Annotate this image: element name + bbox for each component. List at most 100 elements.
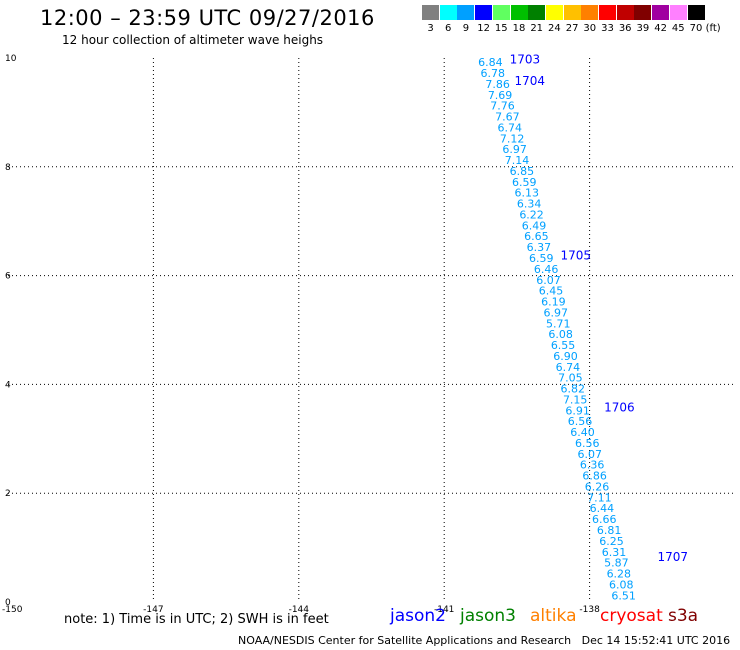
footer-note: note: 1) Time is in UTC; 2) SWH is in fe… [64, 612, 329, 627]
color-scale-swatch [634, 5, 653, 20]
data-point-label: 7.76 [490, 100, 515, 113]
data-point-label: 6.90 [553, 350, 578, 363]
data-point-label: 7.14 [505, 154, 530, 167]
data-point-label: 6.55 [551, 339, 576, 352]
color-scale-swatch [528, 5, 547, 20]
color-scale-swatch [652, 5, 671, 20]
data-point-label: 6.28 [607, 568, 632, 581]
color-scale-swatch [439, 5, 458, 20]
data-point-label: 6.49 [522, 219, 547, 232]
color-scale-label: 6 [445, 23, 452, 34]
data-point-label: 6.97 [502, 143, 527, 156]
time-label: 1703 [510, 52, 541, 66]
x-tick-label: -138 [579, 605, 600, 615]
data-point-label: 6.25 [599, 535, 624, 548]
color-scale-label: 9 [462, 23, 470, 34]
data-point-label: 6.13 [514, 187, 539, 200]
data-point-label: 7.11 [587, 491, 612, 504]
data-point-label: 7.69 [488, 89, 513, 102]
x-tick-label: -141 [434, 605, 454, 615]
data-point-label: 5.71 [546, 317, 571, 330]
color-scale-label: 24 [548, 23, 561, 34]
data-point-label: 6.40 [570, 426, 595, 439]
color-scale-swatch [492, 5, 511, 20]
data-point-label: 6.44 [590, 502, 615, 515]
color-scale-label: 18 [512, 23, 526, 34]
data-point-label: 6.59 [529, 252, 554, 265]
x-tick-label: -147 [143, 605, 163, 615]
color-scale-label: 30 [583, 23, 597, 34]
color-scale-label: 21 [530, 23, 544, 34]
y-tick-label: 6 [5, 272, 11, 282]
y-tick-label: 8 [5, 163, 11, 173]
data-point-label: 6.66 [592, 513, 617, 526]
data-point-label: 6.51 [611, 589, 636, 602]
color-scale-swatch [581, 5, 600, 20]
data-point-label: 6.07 [577, 448, 602, 461]
color-scale-label: 39 [636, 23, 650, 34]
x-tick-label: -150 [2, 605, 23, 615]
color-scale-label: 27 [565, 23, 579, 34]
color-scale-label: 70 [689, 23, 703, 34]
data-point-label: 6.07 [536, 274, 561, 287]
data-point-label: 6.19 [541, 296, 566, 309]
time-label: 1706 [604, 401, 635, 415]
data-point-label: 6.34 [517, 198, 542, 211]
satellite-jason3: jason3 [460, 606, 516, 626]
color-scale-swatch [563, 5, 582, 20]
color-scale-label: 33 [601, 23, 614, 34]
data-point-label: 6.08 [548, 328, 573, 341]
data-point-label: 6.82 [561, 383, 586, 396]
color-scale-label: 12 [477, 23, 490, 34]
data-point-label: 6.08 [609, 578, 634, 591]
color-scale-swatch [616, 5, 635, 20]
data-point-label: 7.86 [485, 78, 510, 91]
data-point-label: 7.12 [500, 132, 524, 145]
color-scale-label: 3 [427, 23, 434, 34]
data-point-label: 6.37 [527, 241, 552, 254]
chart-title: 12:00 – 23:59 UTC 09/27/2016 [40, 6, 375, 30]
color-scale-unit: (ft) [705, 23, 721, 34]
y-tick-label: 10 [5, 54, 17, 64]
data-point-label: 6.74 [556, 361, 581, 374]
time-label: 1704 [514, 74, 545, 88]
satellite-s3a: s3a [668, 606, 699, 626]
data-point-label: 7.05 [558, 372, 583, 385]
color-scale-swatch [422, 5, 440, 20]
data-point-label: 6.56 [568, 415, 593, 428]
data-point-label: 6.84 [478, 56, 503, 69]
y-tick-label: 4 [5, 380, 11, 390]
data-point-label: 6.91 [565, 404, 590, 417]
color-scale-swatch [475, 5, 494, 20]
data-point-label: 6.74 [498, 121, 522, 134]
color-scale-swatch [510, 5, 529, 20]
data-point-label: 7.67 [495, 111, 519, 124]
satellite-jason2: jason2 [390, 606, 446, 626]
satellite-altika: altika [530, 606, 577, 626]
data-point-label: 6.46 [534, 263, 559, 276]
color-scale-label: 36 [618, 23, 632, 34]
color-scale-label: 45 [671, 23, 685, 34]
data-point-label: 6.97 [544, 306, 569, 319]
chart-subtitle: 12 hour collection of altimeter wave hei… [62, 33, 324, 47]
data-point-label: 6.59 [512, 176, 537, 189]
color-scale-swatch [545, 5, 564, 20]
data-point-label: 6.65 [524, 230, 549, 243]
data-point-label: 6.56 [575, 437, 600, 450]
y-tick-label: 0 [5, 598, 11, 608]
data-point-label: 5.87 [604, 557, 629, 570]
color-scale-label: 15 [494, 23, 508, 34]
time-label: 1707 [657, 550, 688, 564]
credit-line: NOAA/NESDIS Center for Satellite Applica… [238, 634, 731, 647]
data-point-label: 6.78 [481, 67, 506, 80]
data-point-label: 6.81 [597, 524, 622, 537]
color-scale-swatch [599, 5, 617, 20]
color-scale-swatch [457, 5, 476, 20]
data-point-label: 6.26 [585, 480, 610, 493]
data-point-label: 6.86 [582, 470, 607, 483]
color-scale-swatch [687, 5, 706, 20]
data-point-label: 7.15 [563, 393, 588, 406]
color-scale-swatch [669, 5, 688, 20]
data-point-label: 6.85 [510, 165, 535, 178]
